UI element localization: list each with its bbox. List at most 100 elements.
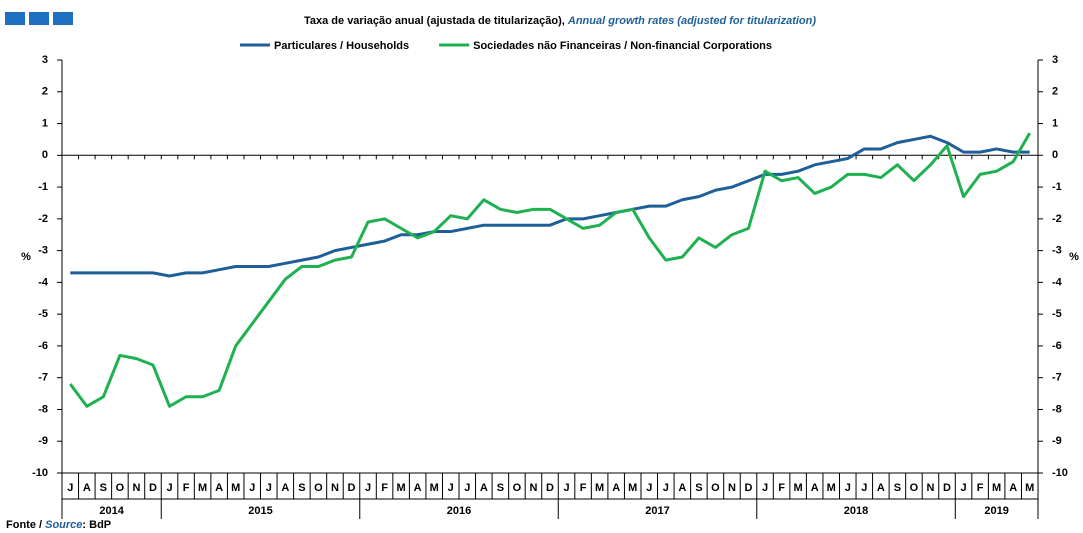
x-tick-label: N: [529, 482, 537, 494]
y2-tick-label: 3: [1052, 54, 1058, 66]
series-line: [70, 134, 1030, 278]
x-tick-label: A: [215, 482, 223, 494]
x-tick-label: N: [331, 482, 339, 494]
source-pt: Fonte /: [6, 519, 42, 531]
x-tick-label: M: [794, 482, 803, 494]
x-tick-label: A: [281, 482, 289, 494]
legend-label: Particulares / Households: [274, 40, 409, 52]
year-label: 2017: [645, 505, 669, 517]
year-label: 2018: [844, 505, 868, 517]
series-line: [69, 132, 1032, 408]
x-tick-label: O: [910, 482, 919, 494]
x-tick-label: N: [926, 482, 934, 494]
x-tick-label: A: [83, 482, 91, 494]
x-tick-label: A: [480, 482, 488, 494]
y2-tick-label: 1: [1052, 117, 1058, 129]
source-text: : BdP: [82, 519, 111, 531]
y2-axis-label: %: [1069, 251, 1079, 263]
x-tick-label: J: [448, 482, 454, 494]
x-tick-label: M: [198, 482, 207, 494]
x-tick-label: F: [580, 482, 587, 494]
x-tick-label: S: [695, 482, 702, 494]
y-tick-label: 3: [42, 54, 48, 66]
x-tick-label: S: [497, 482, 504, 494]
x-tick-label: J: [166, 482, 172, 494]
x-tick-label: D: [348, 482, 356, 494]
y2-tick-label: -4: [1052, 276, 1063, 288]
x-tick-label: J: [762, 482, 768, 494]
x-tick-label: M: [595, 482, 604, 494]
x-tick-label: M: [430, 482, 439, 494]
x-tick-label: O: [116, 482, 125, 494]
y-tick-label: -8: [38, 403, 48, 415]
x-tick-label: A: [877, 482, 885, 494]
x-tick-label: J: [249, 482, 255, 494]
chart-title: Taxa de variação anual (ajustada de titu…: [304, 15, 565, 27]
x-tick-label: M: [1025, 482, 1034, 494]
x-tick-label: N: [728, 482, 736, 494]
year-label: 2016: [447, 505, 471, 517]
x-tick-label: O: [314, 482, 323, 494]
x-tick-label: J: [464, 482, 470, 494]
x-tick-label: S: [298, 482, 305, 494]
x-tick-label: A: [612, 482, 620, 494]
x-tick-label: J: [563, 482, 569, 494]
y-tick-label: -9: [38, 435, 48, 447]
x-tick-label: N: [132, 482, 140, 494]
y-tick-label: -5: [38, 308, 48, 320]
source-en: Source: [45, 519, 82, 531]
x-tick-label: M: [827, 482, 836, 494]
x-tick-label: D: [745, 482, 753, 494]
x-tick-label: F: [977, 482, 984, 494]
x-tick-label: S: [100, 482, 107, 494]
y-tick-label: -1: [38, 181, 48, 193]
x-tick-label: F: [778, 482, 785, 494]
source: Fonte / Source: BdP: [6, 519, 111, 531]
x-tick-label: O: [711, 482, 720, 494]
y-tick-label: 1: [42, 117, 48, 129]
y-tick-label: -4: [38, 276, 49, 288]
y-tick-label: -3: [38, 245, 48, 257]
x-tick-label: M: [231, 482, 240, 494]
x-tick-label: O: [513, 482, 522, 494]
x-tick-label: J: [960, 482, 966, 494]
x-tick-label: S: [894, 482, 901, 494]
year-label: 2014: [99, 505, 124, 517]
x-tick-label: D: [546, 482, 554, 494]
y2-tick-label: 0: [1052, 149, 1058, 161]
legend-label: Sociedades não Financeiras / Non-financi…: [473, 40, 772, 52]
x-tick-label: J: [646, 482, 652, 494]
y-tick-label: 2: [42, 86, 48, 98]
chart-subtitle: Annual growth rates (adjusted for titula…: [567, 15, 816, 27]
x-tick-label: A: [1009, 482, 1017, 494]
x-tick-label: F: [381, 482, 388, 494]
y2-tick-label: -10: [1052, 467, 1068, 479]
y-axis-label: %: [21, 251, 31, 263]
y2-tick-label: -6: [1052, 340, 1062, 352]
x-tick-label: A: [414, 482, 422, 494]
chart-heading: Taxa de variação anual (ajustada de titu…: [304, 15, 816, 27]
x-tick-label: J: [861, 482, 867, 494]
x-tick-label: F: [183, 482, 190, 494]
y2-tick-label: -7: [1052, 372, 1062, 384]
y2-tick-label: -2: [1052, 213, 1062, 225]
y2-tick-label: -8: [1052, 403, 1062, 415]
x-tick-label: A: [678, 482, 686, 494]
x-tick-label: M: [628, 482, 637, 494]
y-tick-label: -2: [38, 213, 48, 225]
y-tick-label: 0: [42, 149, 48, 161]
y-tick-label: -6: [38, 340, 48, 352]
x-tick-label: J: [663, 482, 669, 494]
x-tick-label: D: [149, 482, 157, 494]
x-tick-label: J: [266, 482, 272, 494]
x-tick-label: J: [365, 482, 371, 494]
y2-tick-label: 2: [1052, 86, 1058, 98]
x-tick-label: J: [845, 482, 851, 494]
x-tick-label: J: [67, 482, 73, 494]
y-tick-label: -7: [38, 372, 48, 384]
year-label: 2015: [248, 505, 272, 517]
x-tick-label: M: [397, 482, 406, 494]
x-tick-label: D: [943, 482, 951, 494]
x-tick-label: M: [992, 482, 1001, 494]
